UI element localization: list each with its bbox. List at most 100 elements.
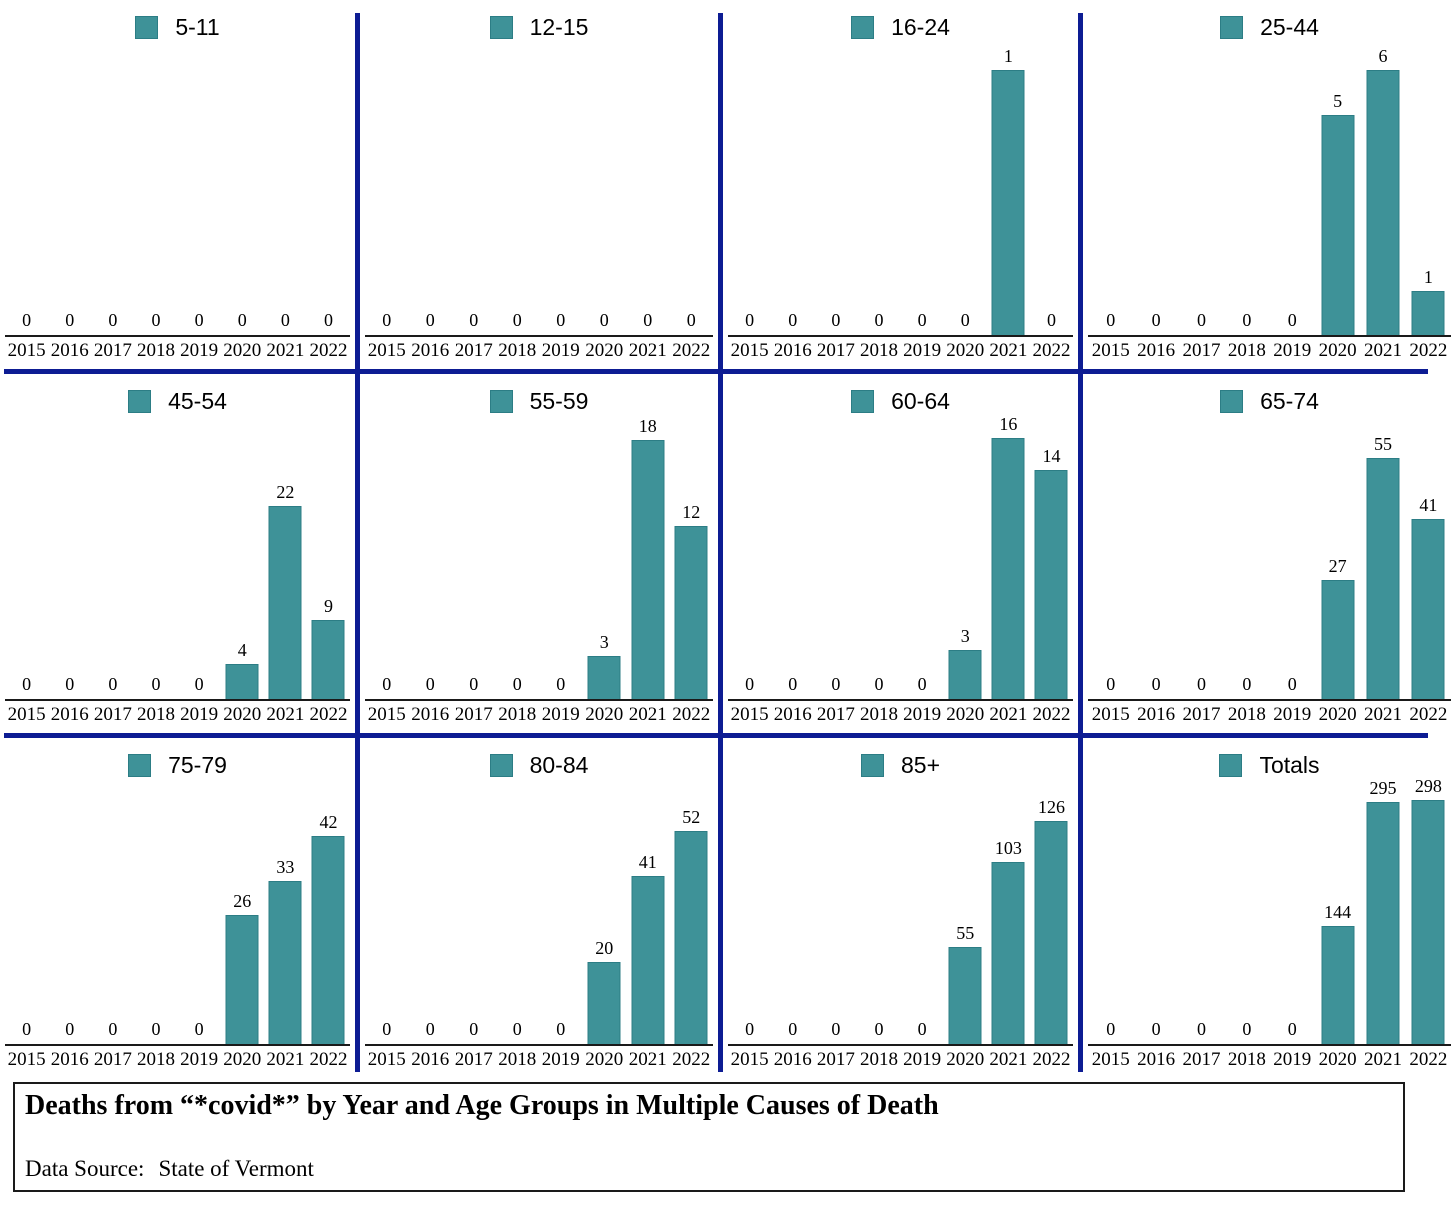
value-label: 0	[469, 1019, 479, 1039]
x-tick-label: 2016	[773, 339, 812, 361]
value-label: 0	[108, 310, 118, 330]
x-axis-tick-row: 2015 2016 2017 2018 2019 2020 2021 2022	[728, 1046, 1073, 1072]
chart-legend: 55-59	[360, 384, 718, 418]
chart-panel-age-60-64: 60-64 0 0 0 0 0 3 16 14 2015 2016 2017 2018 2019 202…	[723, 374, 1078, 733]
legend-label: 16-24	[891, 13, 950, 40]
legend-swatch-icon	[135, 15, 159, 39]
plot-area: 0 0 0 0 0 55 103 126	[728, 782, 1073, 1044]
x-tick-label: 2018	[498, 703, 537, 725]
x-tick-label: 2017	[93, 1048, 132, 1070]
value-label: 0	[1151, 310, 1161, 330]
chart-panel-totals: Totals 0 0 0 0 0 144 295 298 2015 2016 2017 2018 20…	[1083, 738, 1456, 1078]
x-tick-label: 2017	[454, 339, 493, 361]
value-label: 0	[745, 1019, 755, 1039]
x-tick-label: 2021	[989, 339, 1028, 361]
data-source-line: Data Source: State of Vermont	[25, 1157, 1393, 1180]
x-tick-label: 2021	[266, 703, 305, 725]
legend-label: 45-54	[168, 387, 227, 414]
year-slot-2018: 0	[1224, 418, 1269, 699]
chart-panel-age-80-84: 80-84 0 0 0 0 0 20 41 52 2015 2016 2017 2018 2019 20…	[360, 738, 718, 1078]
value-label: 1	[1423, 266, 1433, 287]
x-tick-label: 2021	[989, 703, 1028, 725]
year-slot-2018: 0	[496, 782, 540, 1044]
legend-swatch-icon	[128, 389, 152, 413]
value-label: 0	[831, 674, 841, 694]
value-label: 0	[917, 310, 927, 330]
value-label: 0	[108, 674, 118, 694]
year-slot-2020: 3	[583, 418, 627, 699]
value-label: 0	[512, 310, 522, 330]
x-tick-label: 2015	[730, 703, 769, 725]
year-slot-2022: 14	[1030, 418, 1073, 699]
chart-panel-age-55-59: 55-59 0 0 0 0 0 3 18 12 2015 2016 2017 2018 2019 202…	[360, 374, 718, 733]
value-label: 0	[1242, 310, 1252, 330]
x-tick-label: 2019	[903, 339, 942, 361]
value-label: 0	[874, 1019, 884, 1039]
bar-totals-2022	[1411, 800, 1445, 1044]
year-slot-2017: 0	[452, 418, 496, 699]
bar-age-45-54-2021	[268, 505, 302, 699]
value-label: 1	[1003, 46, 1013, 67]
x-tick-label: 2015	[367, 703, 406, 725]
value-label: 0	[1046, 310, 1056, 330]
x-tick-label: 2018	[136, 703, 175, 725]
year-slot-2017: 0	[91, 782, 134, 1044]
plot-area: 0 0 0 0 0 3 16 14	[728, 415, 1073, 699]
year-slot-2019: 0	[901, 44, 944, 335]
year-slot-2019: 0	[539, 418, 583, 699]
value-label: 0	[151, 1019, 161, 1039]
x-axis-line	[365, 1044, 713, 1046]
value-label: 0	[280, 310, 290, 330]
legend-swatch-icon	[1220, 15, 1244, 39]
year-slot-2016: 0	[48, 782, 91, 1044]
legend-swatch-icon	[851, 15, 875, 39]
value-label: 0	[1196, 310, 1206, 330]
x-tick-label: 2017	[816, 1048, 855, 1070]
x-axis-tick-row: 2015 2016 2017 2018 2019 2020 2021 2022	[5, 701, 350, 727]
x-tick-label: 2017	[454, 1048, 493, 1070]
chart-legend: 85+	[723, 748, 1078, 782]
year-slot-2018: 0	[857, 418, 900, 699]
value-label: 0	[556, 674, 566, 694]
value-label: 0	[1106, 674, 1116, 694]
value-label: 0	[874, 674, 884, 694]
x-tick-label: 2017	[1182, 1048, 1221, 1070]
value-label: 4	[237, 639, 247, 660]
value-label: 33	[276, 856, 295, 877]
value-label: 0	[1196, 674, 1206, 694]
value-label: 0	[151, 674, 161, 694]
chart-legend: 16-24	[723, 10, 1078, 44]
value-label: 0	[788, 674, 798, 694]
value-label: 0	[22, 1019, 32, 1039]
x-tick-label: 2022	[672, 703, 711, 725]
title-box: Deaths from “*covid*” by Year and Age Gr…	[13, 1082, 1405, 1192]
bar-totals-2020	[1321, 926, 1355, 1044]
x-tick-label: 2018	[136, 339, 175, 361]
x-tick-label: 2016	[411, 703, 450, 725]
year-slot-2018: 0	[496, 44, 540, 335]
plot-area: 0 0 0 0 0 0 0 0	[5, 44, 350, 335]
x-tick-label: 2022	[309, 1048, 348, 1070]
bar-age-55-59-2022	[674, 526, 708, 699]
year-slot-2017: 0	[91, 44, 134, 335]
year-slot-2022: 42	[307, 782, 350, 1044]
x-tick-label: 2022	[309, 703, 348, 725]
chart-legend: 25-44	[1083, 10, 1456, 44]
x-tick-label: 2022	[1032, 339, 1071, 361]
legend-swatch-icon	[489, 389, 513, 413]
x-tick-label: 2020	[585, 703, 624, 725]
x-tick-label: 2017	[454, 703, 493, 725]
year-slot-2018: 0	[1224, 782, 1269, 1044]
plot-area: 0 0 0 0 0 0 1 0	[728, 44, 1073, 335]
year-slot-2017: 0	[814, 44, 857, 335]
x-tick-label: 2017	[1182, 339, 1221, 361]
year-slot-2020: 0	[944, 44, 987, 335]
x-tick-label: 2022	[309, 339, 348, 361]
year-slot-2021: 33	[264, 782, 307, 1044]
value-label: 0	[917, 1019, 927, 1039]
value-label: 0	[1242, 674, 1252, 694]
x-tick-label: 2018	[498, 339, 537, 361]
year-slot-2017: 0	[452, 44, 496, 335]
year-slot-2021: 0	[264, 44, 307, 335]
